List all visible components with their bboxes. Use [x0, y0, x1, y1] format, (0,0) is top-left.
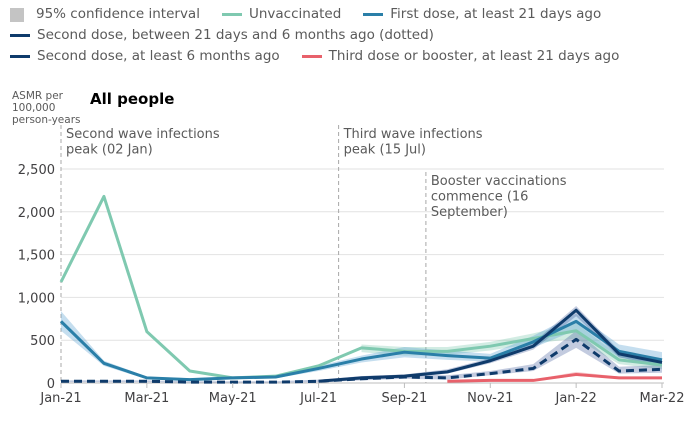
x-tick-label: Mar-21 [124, 391, 169, 406]
ci-swatch-icon [10, 7, 24, 22]
second-dose-recent-line-icon [10, 34, 30, 37]
legend-item-ci: 95% confidence interval [10, 4, 200, 25]
first-dose-line-icon [363, 13, 384, 16]
y-tick-label: 500 [30, 334, 55, 349]
x-tick-label: Jan-22 [555, 391, 597, 406]
y-tick-label: 1,500 [18, 249, 55, 264]
confidence-bands [61, 305, 662, 383]
y-axis-label-line1: ASMR per [12, 90, 64, 102]
x-tick-label: Nov-21 [467, 391, 513, 406]
series-line [447, 372, 662, 383]
legend-label: Second dose, at least 6 months ago [37, 48, 280, 64]
legend-item-booster: Third dose or booster, at least 21 days … [301, 46, 620, 67]
annotation-text: Third wave infections [343, 127, 483, 142]
ci-band [361, 323, 662, 370]
y-axis-label-line3: person-years [12, 114, 81, 126]
y-tick-label: 2,500 [18, 163, 55, 178]
y-tick-label: 1,000 [18, 291, 55, 306]
x-tick-label: Jan-21 [39, 391, 81, 406]
gridlines [61, 168, 664, 384]
annotation-text: commence (16 [431, 190, 529, 205]
x-tick-label: May-21 [209, 391, 257, 406]
annotation-text: September) [431, 205, 508, 220]
legend-label: 95% confidence interval [36, 6, 200, 22]
annotation-text: Second wave infections [66, 127, 220, 142]
second-dose-old-line-icon [10, 55, 30, 58]
legend-item-unvaccinated: Unvaccinated [221, 4, 342, 25]
x-tick-label: Mar-22 [640, 391, 685, 406]
legend-item-first-dose: First dose, at least 21 days ago [363, 4, 601, 25]
ci-band [61, 330, 662, 383]
y-axis: 0 500 1,000 1,500 2,000 2,500 [18, 163, 55, 392]
legend-label: First dose, at least 21 days ago [390, 6, 602, 22]
annotation-text: Booster vaccinations [431, 174, 567, 189]
x-tick-label: Sep-21 [382, 391, 428, 406]
y-tick-label: 2,000 [18, 206, 55, 221]
y-axis-label-line2: 100,000 [12, 102, 55, 114]
series-line [59, 319, 663, 382]
series-line [59, 194, 663, 380]
legend-item-second-dose-recent: Second dose, between 21 days and 6 month… [10, 25, 434, 46]
legend: 95% confidence interval Unvaccinated Fir… [10, 4, 680, 67]
legend-item-second-dose-old: Second dose, at least 6 months ago [10, 46, 280, 67]
series-lines [59, 194, 663, 384]
legend-label: Unvaccinated [248, 6, 342, 22]
x-axis: Jan-21 Mar-21 May-21 Jul-21 Sep-21 Nov-21 Jan-… [39, 383, 684, 406]
chart-title: All people [90, 90, 174, 108]
y-tick-label: 0 [47, 377, 55, 392]
unvaccinated-line-icon [221, 13, 242, 16]
annotation-text: peak (15 Jul) [344, 143, 426, 158]
legend-label: Second dose, between 21 days and 6 month… [37, 27, 434, 43]
booster-line-icon [301, 55, 322, 58]
series-line [318, 308, 663, 383]
annotation-lines [60, 125, 427, 383]
x-tick-label: Jul-21 [299, 391, 337, 406]
annotation-text: peak (02 Jan) [66, 143, 153, 158]
legend-label: Third dose or booster, at least 21 days … [328, 48, 620, 64]
